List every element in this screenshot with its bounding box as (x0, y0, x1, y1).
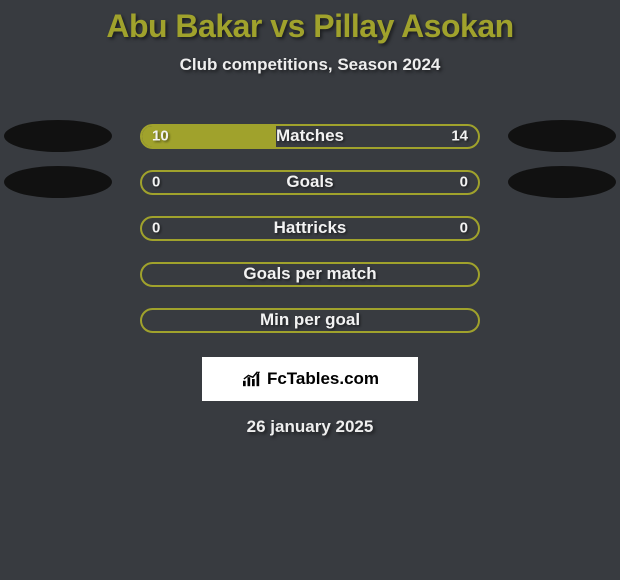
player-right-avatar (508, 120, 616, 152)
stat-left-value: 0 (152, 174, 160, 191)
stats-container: 10 Matches 14 0 Goals 0 0 Hattricks 0 Goals per m… (0, 113, 620, 343)
stat-right-value: 0 (460, 174, 468, 191)
stat-row: Min per goal (0, 297, 620, 343)
player-right-avatar (508, 166, 616, 198)
stat-label: Matches (276, 126, 344, 146)
stat-row: Goals per match (0, 251, 620, 297)
player-left-avatar (4, 120, 112, 152)
stat-bar: Goals per match (140, 262, 480, 287)
page-subtitle: Club competitions, Season 2024 (0, 55, 620, 75)
stat-row: 10 Matches 14 (0, 113, 620, 159)
branding-text: FcTables.com (267, 369, 379, 389)
stat-right-value: 14 (451, 128, 468, 145)
stat-left-value: 0 (152, 220, 160, 237)
stat-right-value: 0 (460, 220, 468, 237)
stat-bar: 0 Goals 0 (140, 170, 480, 195)
stat-label: Min per goal (260, 310, 360, 330)
stat-left-value: 10 (152, 128, 169, 145)
bars-trend-icon (241, 370, 263, 388)
footer-date: 26 january 2025 (0, 417, 620, 437)
stat-label: Goals (286, 172, 333, 192)
page-title: Abu Bakar vs Pillay Asokan (0, 0, 620, 45)
stat-label: Goals per match (243, 264, 376, 284)
stat-bar: 10 Matches 14 (140, 124, 480, 149)
stat-row: 0 Goals 0 (0, 159, 620, 205)
player-left-avatar (4, 166, 112, 198)
branding-badge: FcTables.com (202, 357, 418, 401)
stat-bar: Min per goal (140, 308, 480, 333)
stat-bar: 0 Hattricks 0 (140, 216, 480, 241)
stat-row: 0 Hattricks 0 (0, 205, 620, 251)
stat-label: Hattricks (274, 218, 347, 238)
